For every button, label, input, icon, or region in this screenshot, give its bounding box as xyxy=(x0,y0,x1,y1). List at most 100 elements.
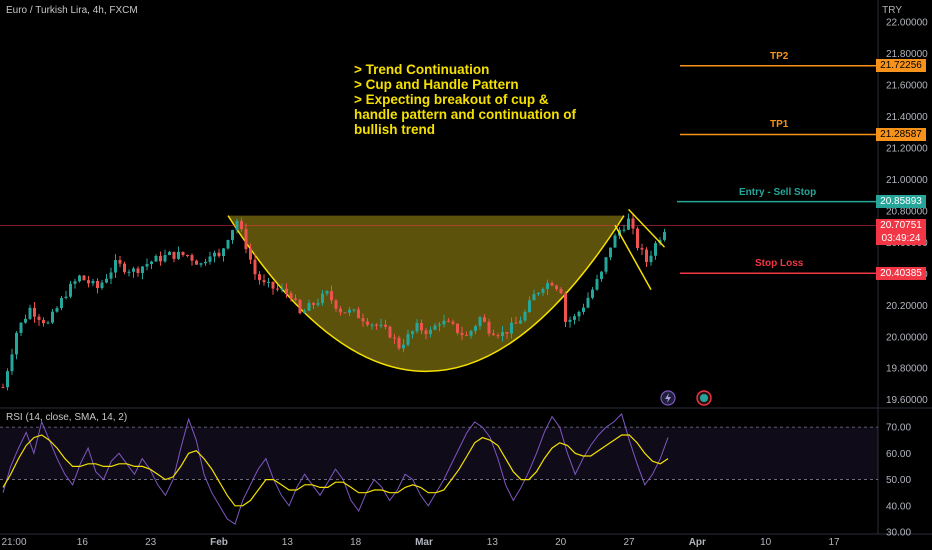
candle-body xyxy=(222,248,225,257)
price-tick-label: 20.20000 xyxy=(886,301,928,312)
candle-body xyxy=(303,310,306,314)
candle-body xyxy=(609,247,612,258)
candle-body xyxy=(118,259,122,264)
candle-body xyxy=(78,275,81,282)
candle-body xyxy=(474,326,477,331)
tp1-label: TP1 xyxy=(770,119,789,131)
tp2-label: TP2 xyxy=(770,50,789,62)
candle-body xyxy=(541,289,545,293)
candle-body xyxy=(501,332,504,336)
lightning-icon xyxy=(660,390,676,406)
candle-body xyxy=(429,329,432,335)
candle-body xyxy=(177,251,180,259)
candle-body xyxy=(51,311,54,323)
rsi-tick-label: 60.00 xyxy=(886,449,911,460)
candle-body xyxy=(217,252,221,257)
candle-body xyxy=(402,344,405,349)
candle-body xyxy=(370,324,374,326)
note-line: > Expecting breakout of cup & xyxy=(354,92,549,107)
candle-body xyxy=(361,318,365,322)
candle-body xyxy=(96,280,99,289)
price-tick-label: 19.80000 xyxy=(886,364,928,375)
candle-body xyxy=(663,232,666,240)
candle-body xyxy=(492,333,495,336)
candle-body xyxy=(82,275,86,281)
candle-body xyxy=(114,259,117,273)
candle-body xyxy=(226,240,230,249)
candle-body xyxy=(582,307,585,312)
candle-body xyxy=(627,218,630,230)
candle-body xyxy=(186,255,189,257)
time-tick-label: 27 xyxy=(623,537,635,548)
candle-body xyxy=(307,303,311,311)
note-line: bullish trend xyxy=(354,122,435,137)
candle-body xyxy=(163,255,167,262)
time-tick-label: 18 xyxy=(350,537,362,548)
candles xyxy=(1,213,666,391)
candle-body xyxy=(100,282,104,289)
note-line: > Trend Continuation xyxy=(354,62,490,77)
candle-body xyxy=(586,297,590,308)
candle-body xyxy=(262,280,266,283)
candle-body xyxy=(568,319,572,322)
candle-body xyxy=(28,307,32,319)
candle-body xyxy=(91,280,95,284)
stop-loss-price-tag: 20.40385 xyxy=(876,266,926,280)
candle-body xyxy=(406,334,410,345)
candle-body xyxy=(564,293,567,322)
stop-loss-label: Stop Loss xyxy=(755,258,804,270)
symbol-title: Euro / Turkish Lira, 4h, FXCM xyxy=(6,5,138,16)
record-icon xyxy=(696,390,712,406)
time-tick-label: 16 xyxy=(77,537,89,548)
candle-body xyxy=(109,272,113,279)
candle-body xyxy=(141,266,144,274)
candle-body xyxy=(154,255,158,262)
candle-body xyxy=(519,320,522,324)
candle-body xyxy=(6,371,9,388)
rsi-tick-label: 40.00 xyxy=(886,501,911,512)
candle-body xyxy=(397,337,401,349)
candle-body xyxy=(69,283,72,297)
price-tick-label: 21.00000 xyxy=(886,175,928,186)
price-tick-label: 20.00000 xyxy=(886,332,928,343)
candle-body xyxy=(496,335,500,337)
time-tick-label: Mar xyxy=(415,537,433,548)
candle-body xyxy=(645,249,648,263)
candle-body xyxy=(271,281,275,289)
candle-body xyxy=(294,298,297,300)
handle-upper-line xyxy=(627,208,666,248)
candle-body xyxy=(469,330,473,336)
rsi-line xyxy=(2,413,669,525)
candle-body xyxy=(433,325,437,330)
candle-body xyxy=(600,271,603,280)
rsi-tick-label: 50.00 xyxy=(886,475,911,486)
candle-body xyxy=(312,303,315,305)
tp1-price-tag: 21.28587 xyxy=(876,127,926,141)
candle-body xyxy=(258,274,261,281)
candle-body xyxy=(190,255,194,261)
candle-body xyxy=(132,268,135,272)
time-tick-label: 23 xyxy=(145,537,157,548)
candle-body xyxy=(546,282,549,290)
candle-body xyxy=(636,228,639,249)
price-tick-label: 21.80000 xyxy=(886,49,928,60)
candle-body xyxy=(366,321,369,325)
candle-body xyxy=(357,309,360,319)
candle-body xyxy=(1,387,5,389)
candle-body xyxy=(334,300,338,309)
candle-body xyxy=(213,252,216,257)
candle-body xyxy=(231,230,234,241)
rsi-band xyxy=(0,427,878,480)
rsi-tick-label: 30.00 xyxy=(886,528,911,539)
candle-body xyxy=(240,220,243,230)
candle-body xyxy=(37,316,41,320)
candle-body xyxy=(145,264,149,267)
candle-body xyxy=(127,271,131,273)
candle-body xyxy=(478,317,482,327)
candle-body xyxy=(537,292,540,295)
candle-body xyxy=(555,285,558,290)
candle-body xyxy=(460,332,464,336)
note-line: handle pattern and continuation of xyxy=(354,107,576,122)
time-tick-label: 10 xyxy=(760,537,772,548)
